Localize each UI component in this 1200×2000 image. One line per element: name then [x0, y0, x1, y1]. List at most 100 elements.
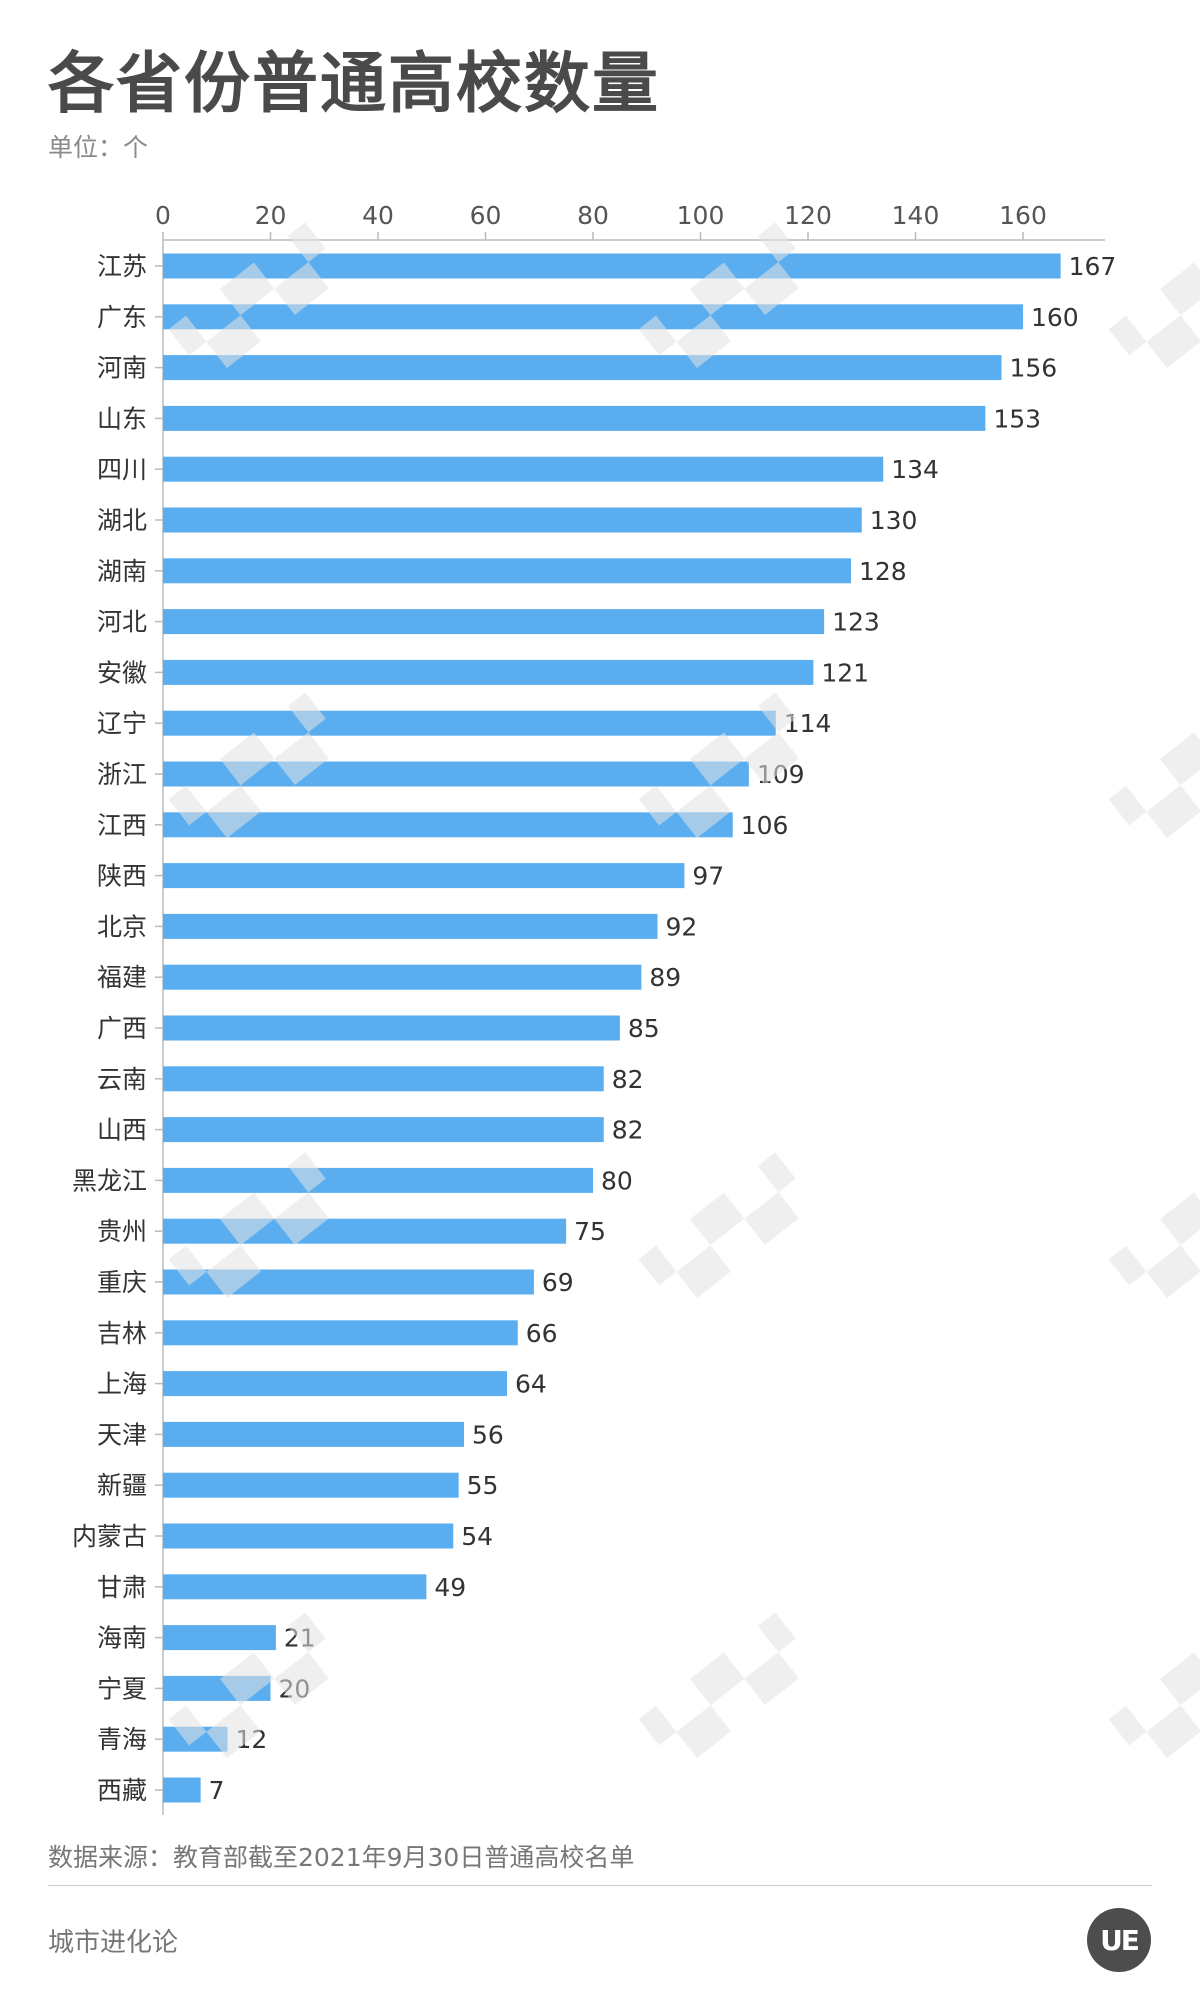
- data-label: 7: [209, 1776, 225, 1805]
- category-label: 青海: [97, 1725, 147, 1754]
- bar: [163, 1218, 567, 1244]
- category-label: 重庆: [97, 1268, 147, 1297]
- data-label: 66: [526, 1319, 558, 1348]
- bar: [163, 1117, 604, 1143]
- data-label: 49: [434, 1573, 466, 1602]
- bar: [163, 659, 814, 685]
- data-label: 121: [821, 658, 869, 687]
- category-label: 河北: [97, 608, 147, 637]
- bar: [163, 1726, 228, 1752]
- bar: [163, 1574, 427, 1600]
- data-label: 156: [1010, 354, 1058, 383]
- bar: [163, 1269, 534, 1295]
- category-label: 甘肃: [97, 1573, 147, 1602]
- bar: [163, 812, 733, 838]
- category-label: 湖南: [97, 557, 147, 586]
- category-label: 湖北: [97, 506, 147, 535]
- category-label: 北京: [97, 912, 147, 941]
- x-tick-label: 120: [784, 201, 832, 230]
- data-label: 54: [461, 1522, 493, 1551]
- bar: [163, 1015, 620, 1041]
- bar: [163, 507, 862, 533]
- data-label: 80: [601, 1166, 633, 1195]
- bar: [163, 405, 986, 431]
- data-label: 106: [741, 811, 789, 840]
- bar: [163, 304, 1023, 330]
- bar: [163, 558, 851, 584]
- data-source: 数据来源：教育部截至2021年9月30日普通高校名单: [48, 1843, 635, 1872]
- bar: [163, 456, 884, 482]
- data-label: 92: [666, 912, 698, 941]
- category-label: 新疆: [97, 1471, 147, 1500]
- bar-chart: 0 20 40 60 80 100 120 140 160 江苏 167 广东 160 河南 156 山东 15…: [72, 201, 1117, 1815]
- data-label: 82: [612, 1116, 644, 1145]
- data-label: 55: [467, 1471, 499, 1500]
- bar: [163, 1371, 507, 1397]
- category-label: 上海: [97, 1370, 147, 1399]
- bar: [163, 609, 825, 635]
- bar: [163, 761, 749, 787]
- data-label: 167: [1069, 252, 1117, 281]
- page-title: 各省份普通高校数量: [48, 45, 660, 122]
- category-label: 广东: [97, 303, 147, 332]
- category-label: 浙江: [97, 760, 147, 789]
- data-label: 12: [236, 1725, 268, 1754]
- category-label: 陕西: [97, 862, 147, 891]
- bar: [163, 1421, 464, 1447]
- category-label: 天津: [97, 1420, 147, 1449]
- category-label: 安徽: [97, 658, 147, 687]
- category-label: 云南: [97, 1065, 147, 1094]
- x-tick-label: 140: [892, 201, 940, 230]
- x-tick-label: 100: [677, 201, 725, 230]
- data-label: 75: [574, 1217, 606, 1246]
- unit-label: 单位：个: [48, 133, 149, 162]
- category-label: 贵州: [97, 1217, 147, 1246]
- data-label: 160: [1031, 303, 1079, 332]
- x-tick-label: 0: [155, 201, 171, 230]
- category-label: 山东: [97, 404, 147, 433]
- bar: [163, 1066, 604, 1092]
- bar: [163, 1625, 276, 1651]
- bar: [163, 710, 776, 736]
- bar: [163, 1320, 518, 1346]
- category-label: 黑龙江: [72, 1166, 147, 1195]
- category-label: 广西: [97, 1014, 147, 1043]
- footer-divider: [48, 1885, 1152, 1886]
- data-label: 85: [628, 1014, 660, 1043]
- data-label: 97: [692, 862, 724, 891]
- data-label: 114: [784, 709, 832, 738]
- x-tick-label: 80: [577, 201, 609, 230]
- data-label: 89: [649, 963, 681, 992]
- data-label: 134: [891, 455, 939, 484]
- category-label: 河南: [97, 354, 147, 383]
- category-label: 福建: [97, 963, 147, 992]
- data-label: 130: [870, 506, 918, 535]
- data-label: 109: [757, 760, 805, 789]
- category-label: 内蒙古: [72, 1522, 147, 1551]
- data-label: 153: [993, 404, 1041, 433]
- data-label: 69: [542, 1268, 574, 1297]
- bar: [163, 1523, 454, 1549]
- bar: [163, 913, 658, 939]
- brand-name: 城市进化论: [48, 1928, 179, 1958]
- category-label: 四川: [97, 455, 147, 484]
- bar: [163, 964, 642, 990]
- data-label: 56: [472, 1420, 504, 1449]
- data-label: 64: [515, 1370, 547, 1399]
- x-tick-label: 40: [362, 201, 394, 230]
- bar: [163, 1777, 201, 1803]
- data-label: 82: [612, 1065, 644, 1094]
- category-label: 江西: [97, 811, 147, 840]
- brand-logo: UE: [1087, 1908, 1151, 1972]
- bar: [163, 253, 1061, 279]
- category-label: 山西: [97, 1116, 147, 1145]
- x-tick-label: 160: [999, 201, 1047, 230]
- category-label: 海南: [97, 1624, 147, 1653]
- bar: [163, 863, 685, 889]
- data-label: 128: [859, 557, 907, 586]
- category-label: 辽宁: [97, 709, 147, 738]
- data-label: 20: [279, 1674, 311, 1703]
- x-tick-label: 60: [470, 201, 502, 230]
- bar: [163, 355, 1002, 381]
- category-label: 吉林: [97, 1319, 147, 1348]
